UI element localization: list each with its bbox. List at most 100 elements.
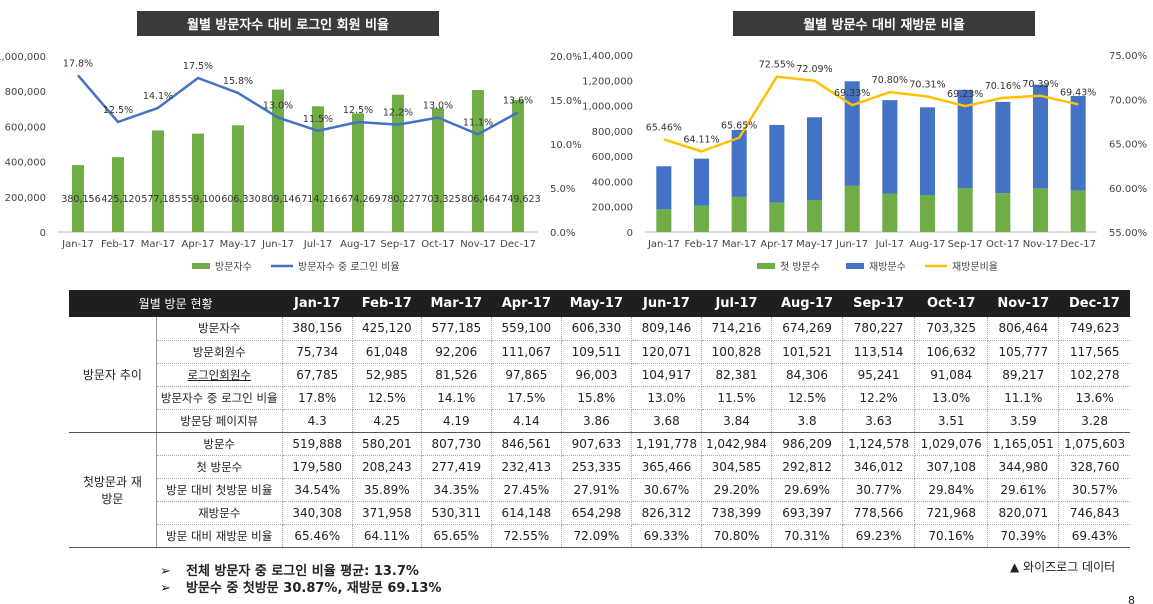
table-cell: 34.35%: [421, 478, 492, 502]
table-month-header: Aug-17: [771, 290, 843, 317]
chart1-y-tick-label: 200,000: [5, 193, 46, 204]
chart2-line-label: 65.65%: [721, 121, 757, 132]
table-cell: 4.19: [421, 409, 492, 433]
table-cell: 693,397: [771, 501, 844, 525]
table-cell: 69.23%: [842, 524, 916, 548]
chart2-bar: [844, 185, 860, 232]
chart2-y-tick-label: 0: [627, 228, 633, 239]
table-cell: 721,968: [914, 501, 989, 525]
table-cell: 559,100: [491, 317, 562, 341]
table-cell: 29.69%: [771, 478, 844, 502]
table-cell: 3.84: [701, 409, 773, 433]
chart2-line-label: 69.33%: [834, 88, 870, 99]
chart1-x-tick-label: Apr-17: [182, 239, 215, 250]
table-cell: 89,217: [987, 363, 1060, 387]
table-cell: 70.16%: [914, 524, 989, 548]
chart2-bar: [656, 209, 672, 232]
table-cell: 95,241: [842, 363, 916, 387]
chart1-x-tick-label: Jun-17: [261, 239, 294, 250]
chart2-bar: [995, 101, 1011, 194]
table-cell: 3.59: [987, 409, 1060, 433]
table-month-header: Oct-17: [914, 290, 988, 317]
table-cell: 986,209: [771, 432, 844, 456]
chart2-bar: [919, 194, 936, 232]
table-cell: 3.68: [631, 409, 702, 433]
chart2-legend-label: 첫 방문수: [780, 261, 820, 273]
table-header-row: 월별 방문 현황 Jan-17 Feb-17 Mar-17 Apr-17 May-17 J…: [69, 290, 1130, 317]
chart2-bar: [882, 100, 898, 194]
table-cell: 30.67%: [631, 478, 702, 502]
chart2-bar: [844, 81, 860, 186]
chart1-line-series: [77, 74, 519, 136]
table-month-header: Feb-17: [352, 290, 422, 317]
table-cell: 277,419: [421, 455, 492, 479]
table-row-label: 방문 대비 재방문 비율: [156, 524, 283, 548]
chart1-line-label: 14.1%: [143, 91, 173, 102]
chart1-bar: [192, 133, 204, 232]
table-cell: 365,466: [631, 455, 702, 479]
table-cell: 91,084: [914, 363, 989, 387]
table-cell: 4.3: [282, 409, 353, 433]
chart2-x-tick-label: Aug-17: [910, 239, 946, 250]
table-cell: 84,306: [771, 363, 844, 387]
table-row-label: 로그인회원수: [156, 363, 283, 387]
chart2-bar: [1070, 96, 1086, 191]
chart1-x-tick-label: Oct-17: [421, 239, 455, 250]
chart2-line-label: 70.16%: [985, 81, 1021, 92]
table-cell: 82,381: [701, 363, 773, 387]
table-cell: 117,565: [1058, 340, 1130, 364]
chart1-legend-label: 방문자수 중 로그인 비율: [298, 261, 400, 273]
table-header-label: 월별 방문 현황: [69, 290, 283, 317]
table-cell: 820,071: [987, 501, 1060, 525]
table-cell: 120,071: [631, 340, 702, 364]
chart2-bar: [1070, 190, 1086, 232]
chart2-x-tick-label: Mar-17: [722, 239, 757, 250]
chart2-bar: [957, 188, 973, 232]
note-line-2: ➢ 방문수 중 첫방문 30.87%, 재방문 69.13%: [160, 580, 441, 597]
table-cell: 13.6%: [1058, 386, 1130, 410]
table-cell: 3.51: [914, 409, 989, 433]
chart2-bar: [693, 205, 710, 232]
chart2-line-label: 72.09%: [796, 64, 832, 75]
chart2-y-tick-label: 400,000: [592, 177, 633, 188]
table-cell: 100,828: [701, 340, 773, 364]
chart2-bar: [957, 89, 973, 189]
chart2-line-series: [663, 75, 1079, 153]
table-cell: 96,003: [561, 363, 632, 387]
chart1-bar: [232, 125, 244, 232]
chart1-x-tick-label: Jan-17: [61, 239, 94, 250]
chart2-y-tick-label: 1,200,000: [582, 76, 633, 87]
table-cell: 807,730: [421, 432, 492, 456]
table-cell: 1,042,984: [701, 432, 773, 456]
table-cell: 29.84%: [914, 478, 989, 502]
chart2-y-tick-label: 1,000,000: [582, 102, 633, 113]
table-cell: 519,888: [282, 432, 353, 456]
table-cell: 253,335: [561, 455, 632, 479]
page-number: 8: [1128, 594, 1135, 604]
table-cell: 344,980: [987, 455, 1060, 479]
charts-canvas: 0 200,000 400,000 600,000 800,000 1,000,000 0.…: [0, 51, 1147, 273]
table-cell: 72.09%: [561, 524, 632, 548]
table-row: 방문회원수 75,734 61,048 92,206 111,067 109,511 120…: [69, 340, 1130, 364]
table-cell: 179,580: [282, 455, 353, 479]
table-cell: 1,075,603: [1058, 432, 1130, 456]
chart2-x-tick-label: Jan-17: [647, 239, 680, 250]
table-cell: 106,632: [914, 340, 989, 364]
chart1-bar-label: 606,330: [221, 194, 260, 205]
chart2-x-tick-label: Jul-17: [875, 239, 904, 250]
table-cell: 746,843: [1058, 501, 1130, 525]
table-cell: 826,312: [631, 501, 702, 525]
table-cell: 1,191,778: [631, 432, 702, 456]
table-row: 첫 방문수 179,580 208,243 277,419 232,413 253,335…: [69, 455, 1130, 479]
table-cell: 13.0%: [631, 386, 702, 410]
chart1-line-label: 17.8%: [63, 58, 93, 69]
table-cell: 17.5%: [491, 386, 562, 410]
table-month-header: Jan-17: [282, 290, 353, 317]
table-cell: 113,514: [842, 340, 916, 364]
chart1-bar-label: 703,325: [421, 194, 460, 205]
chart2-legend-swatch: [846, 263, 864, 269]
table-cell: 52,985: [352, 363, 422, 387]
table-cell: 30.57%: [1058, 478, 1130, 502]
table-cell: 101,521: [771, 340, 844, 364]
chart2-x-tick-label: May-17: [796, 239, 833, 250]
